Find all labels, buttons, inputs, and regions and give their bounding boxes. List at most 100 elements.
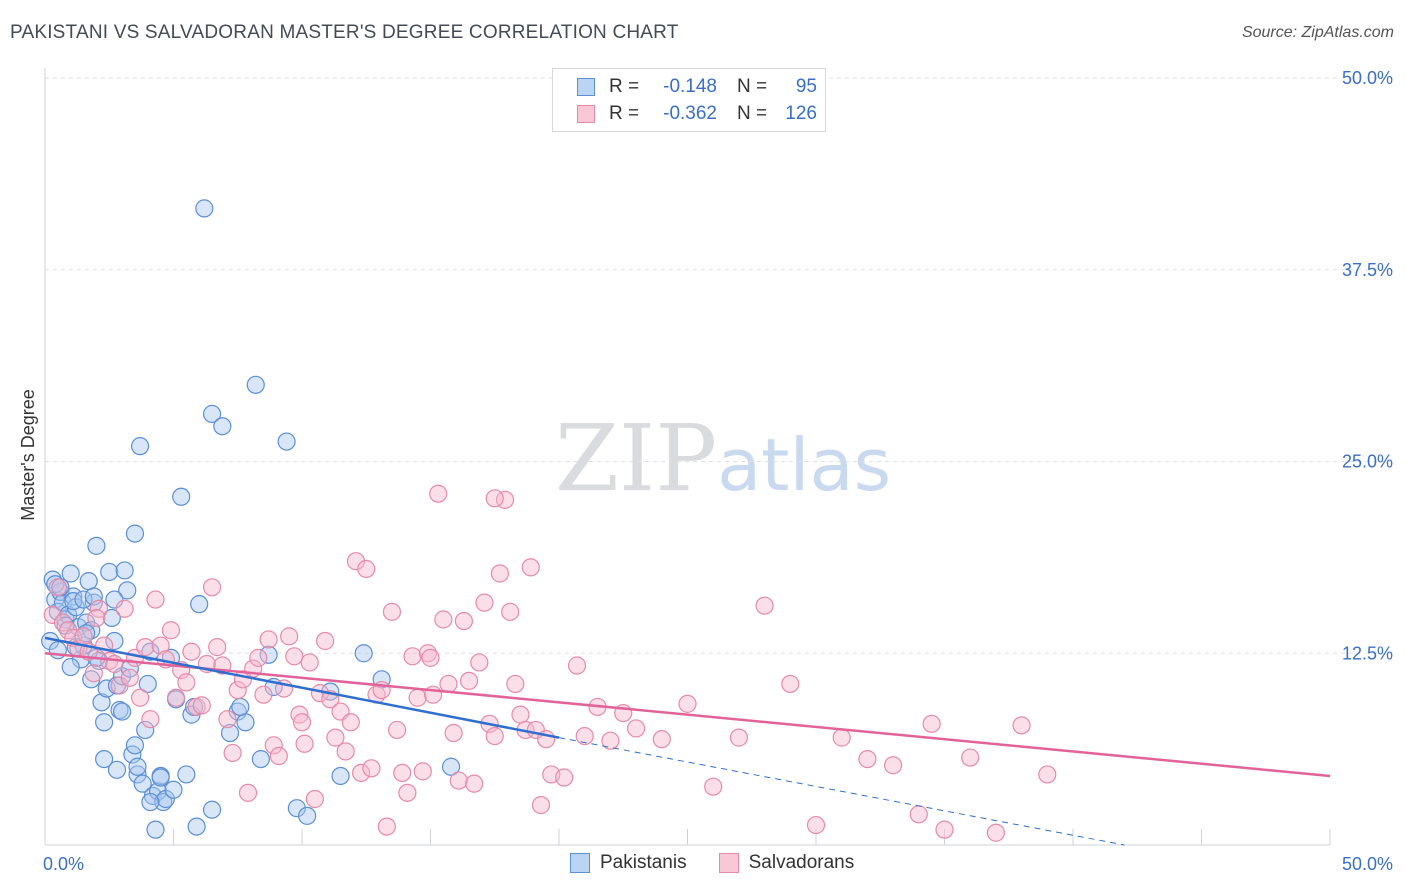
pakistani-point <box>46 575 65 594</box>
pakistani-point <box>79 572 98 591</box>
salvadoran-point <box>295 734 314 753</box>
source-note: Source: ZipAtlas.com <box>1241 24 1394 41</box>
pakistani-point <box>48 602 67 621</box>
salvadoran-point <box>459 671 479 690</box>
pakistani-trend-extension <box>558 737 1125 846</box>
pakistani-point <box>61 564 80 583</box>
salvadoran-point <box>249 648 268 667</box>
salvadoran-point <box>575 726 594 746</box>
n-value: 126 <box>785 103 817 124</box>
pakistani-point <box>195 199 214 218</box>
r-value: -0.148 <box>663 76 717 97</box>
salvadoran-point <box>238 783 258 802</box>
salvadoran-point <box>228 680 247 700</box>
salvadoran-point <box>501 602 520 621</box>
salvadoran-point <box>115 599 134 618</box>
salvadoran-point <box>521 558 540 577</box>
salvadoran-point <box>465 774 484 793</box>
pakistani-point <box>95 749 114 769</box>
salvadoran-point <box>531 796 551 815</box>
pakistani-point <box>112 702 132 721</box>
pakistani-point <box>105 590 124 609</box>
pakistani-point <box>202 404 222 424</box>
pakistani-point <box>118 581 137 600</box>
salvadoran-point <box>326 728 345 747</box>
tick-labels: 12.5% 25.0% 37.5% 50.0% 0.0% 50.0% <box>43 68 1393 874</box>
salvadoran-point <box>806 815 826 835</box>
salvadoran-point <box>346 552 366 571</box>
r-label: R = <box>609 76 640 97</box>
pakistani-point <box>128 757 147 776</box>
pakistani-point <box>298 806 317 825</box>
salvadoran-point <box>387 720 407 740</box>
salvadoran-point <box>161 621 181 640</box>
pakistani-point <box>128 765 147 784</box>
salvadoran-point <box>678 694 697 713</box>
salvadoran-point <box>280 627 299 646</box>
salvadoran-point <box>352 763 371 783</box>
salvadoran-points <box>43 484 1057 842</box>
pakistani-point <box>141 792 160 812</box>
salvadoran-point <box>377 817 396 836</box>
salvadoran-point <box>729 728 749 747</box>
salvadoran-point <box>120 668 139 687</box>
salvadoran-point <box>470 653 489 672</box>
salvadoran-point <box>439 674 458 694</box>
salvadoran-point <box>151 636 170 655</box>
legend-item-pakistanis[interactable]: Pakistanis <box>570 852 687 874</box>
pakistani-point <box>172 487 191 506</box>
salvadoran-point <box>43 605 62 625</box>
pakistani-point <box>220 723 240 743</box>
pakistani-point <box>331 766 350 786</box>
pakistani-point <box>64 587 83 606</box>
pakistani-point <box>146 820 165 839</box>
pakistani-point <box>92 693 111 712</box>
series-legend: Pakistanis Salvadorans <box>570 852 886 874</box>
pakistani-trend-line <box>44 636 560 739</box>
salvadoran-point <box>485 489 504 508</box>
y-tick-label: 12.5% <box>1342 643 1393 663</box>
x-tick-label: 50.0% <box>1342 854 1393 874</box>
salvadoran-point <box>208 638 227 657</box>
pakistani-point <box>102 608 121 628</box>
legend-item-salvadorans[interactable]: Salvadorans <box>718 852 854 874</box>
pakistani-point <box>151 768 170 787</box>
salvadoran-point <box>961 748 980 767</box>
salvadoran-trend-line <box>44 652 1331 778</box>
pakistani-point <box>138 674 157 694</box>
salvadoran-point <box>264 736 283 755</box>
watermark-atlas: atlas <box>717 423 892 507</box>
salvadoran-point <box>781 674 800 694</box>
salvadoran-point <box>166 688 186 707</box>
pakistani-point <box>202 800 222 819</box>
salvadoran-point <box>986 823 1006 842</box>
salvadoran-point <box>341 713 360 732</box>
salvadoran-point <box>858 749 877 769</box>
pakistani-point <box>259 645 278 664</box>
salvadoran-point <box>110 676 129 695</box>
pakistani-swatch <box>577 78 595 96</box>
chart-title: PAKISTANI VS SALVADORAN MASTER'S DEGREE … <box>10 22 679 43</box>
salvadoran-point <box>832 728 851 747</box>
pakistani-point <box>154 792 173 812</box>
pakistani-point <box>177 765 196 784</box>
salvadoran-point <box>454 611 474 631</box>
y-tick-label: 37.5% <box>1342 260 1393 280</box>
salvadoran-point <box>883 756 903 775</box>
y-tick-label: 50.0% <box>1342 68 1393 88</box>
salvadoran-point <box>382 602 402 621</box>
salvadoran-point <box>336 742 355 761</box>
salvadoran-point <box>305 789 324 809</box>
x-tick-label: 0.0% <box>43 854 84 874</box>
salvadoran-point <box>48 578 67 597</box>
pakistani-point <box>246 375 265 394</box>
salvadoran-point <box>105 654 124 674</box>
salvadoran-point <box>490 564 509 583</box>
pakistani-points <box>41 199 461 839</box>
trend-lines <box>44 636 1331 846</box>
pakistani-point <box>87 536 106 555</box>
pakistani-point <box>441 757 461 776</box>
salvadoran-swatch <box>577 105 595 123</box>
salvadoran-point <box>935 820 954 839</box>
